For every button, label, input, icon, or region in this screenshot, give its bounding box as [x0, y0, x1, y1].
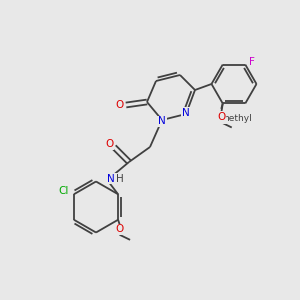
Text: Cl: Cl	[58, 186, 69, 196]
Text: O: O	[105, 139, 114, 149]
Text: N: N	[107, 173, 115, 184]
Text: N: N	[182, 107, 190, 118]
Text: O: O	[217, 112, 225, 122]
Text: O: O	[217, 113, 225, 124]
Text: O: O	[116, 224, 124, 234]
Text: N: N	[158, 116, 166, 127]
Text: F: F	[249, 56, 255, 67]
Text: H: H	[116, 173, 124, 184]
Text: methyl: methyl	[220, 114, 251, 123]
Text: O: O	[116, 100, 124, 110]
